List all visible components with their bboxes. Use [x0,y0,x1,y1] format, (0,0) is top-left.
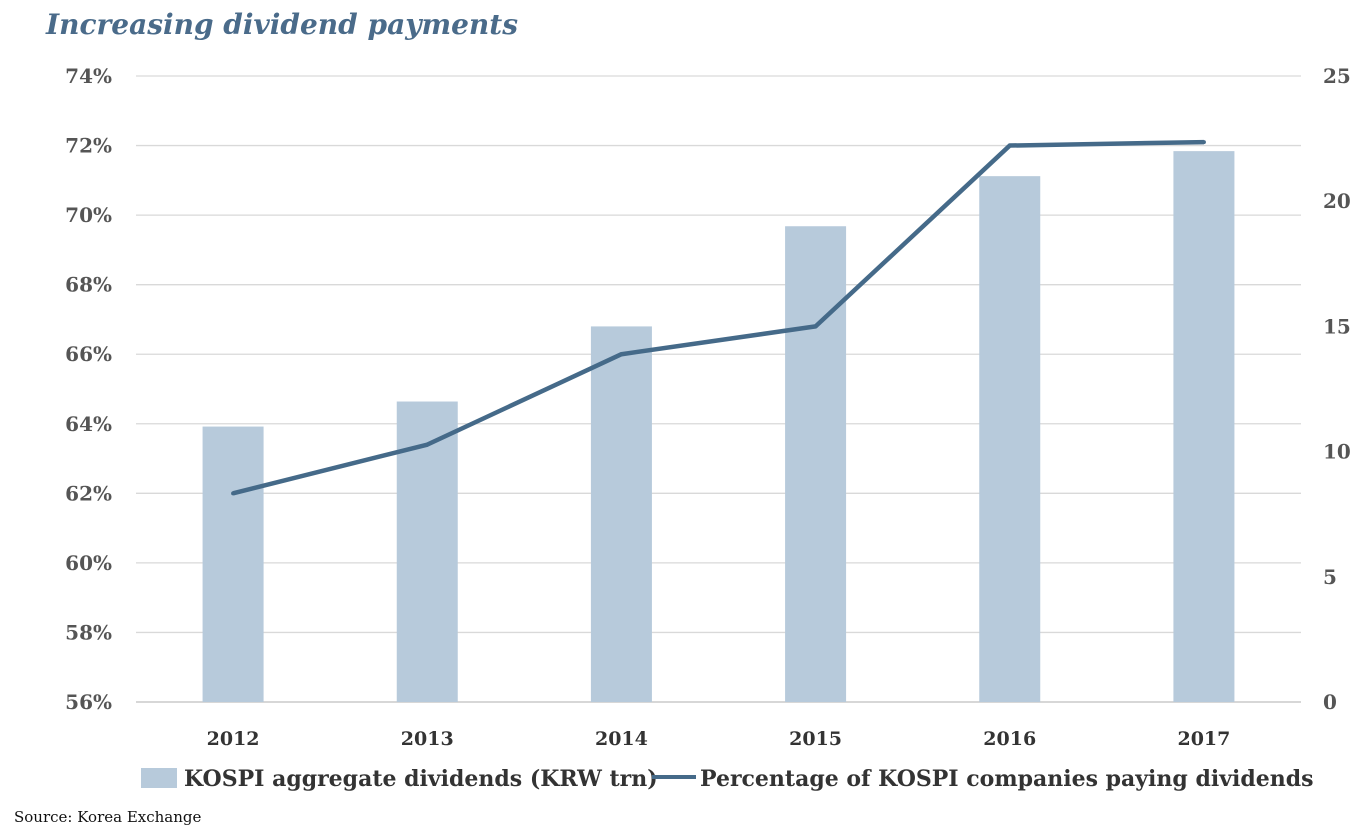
right-tick-label: 5 [1323,565,1337,589]
left-tick-label: 58% [65,620,112,644]
bar [1173,151,1235,702]
left-tick-label: 56% [65,690,112,714]
left-tick-label: 62% [65,481,112,505]
x-tick-label: 2015 [789,728,842,750]
bar [979,176,1041,702]
x-tick-label: 2014 [595,728,648,750]
left-tick-label: 60% [65,551,112,575]
line-point [813,324,818,329]
gridlines [136,75,1301,703]
right-axis-ticks: 0 5 10 15 20 25 [1323,64,1351,714]
line-path [232,139,1204,496]
x-tick-label: 2012 [207,728,260,750]
x-tick-label: 2013 [401,728,454,750]
left-tick-label: 70% [65,203,112,227]
line-point [425,442,430,447]
left-tick-label: 72% [65,134,112,158]
legend: KOSPI aggregate dividends (KRW trn) Perc… [141,766,1313,792]
source-note: Source: Korea Exchange [14,808,202,826]
left-tick-label: 66% [65,342,112,366]
legend-label-bars: KOSPI aggregate dividends (KRW trn) [184,766,658,792]
bar [590,326,652,702]
left-tick-label: 64% [65,412,112,436]
line-point [619,352,624,357]
right-tick-label: 20 [1323,189,1351,213]
right-tick-label: 15 [1323,314,1351,338]
bar [202,426,264,702]
legend-label-line: Percentage of KOSPI companies paying div… [700,766,1313,792]
x-tick-label: 2016 [983,728,1036,750]
left-tick-label: 68% [65,273,112,297]
line-point [1007,143,1012,148]
chart-title: Increasing dividend payments [46,8,518,41]
x-axis-ticks: 2012 2013 2014 2015 2016 2017 [207,728,1231,750]
right-tick-label: 0 [1323,690,1337,714]
line-point [231,491,236,496]
line-series [231,139,1206,496]
left-axis-ticks: 56% 58% 60% 62% 64% 66% 68% 70% 72% 74% [65,64,112,714]
x-tick-label: 2017 [1177,728,1230,750]
right-tick-label: 10 [1323,440,1351,464]
left-tick-label: 74% [65,64,112,88]
bar-series [202,151,1235,703]
bar [785,226,847,703]
line-point [1201,140,1206,145]
legend-swatch-bars [141,768,177,788]
right-tick-label: 25 [1323,64,1351,88]
